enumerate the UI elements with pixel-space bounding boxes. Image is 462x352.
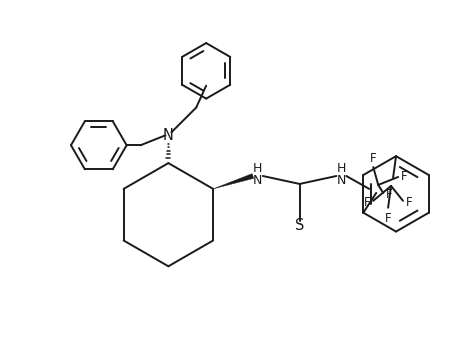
Text: F: F — [385, 212, 391, 225]
Text: F: F — [401, 170, 408, 183]
Text: F: F — [406, 196, 413, 209]
Text: S: S — [295, 218, 304, 233]
Text: N: N — [163, 128, 174, 143]
Text: H
N: H N — [253, 162, 262, 187]
Text: F: F — [370, 152, 377, 165]
Polygon shape — [213, 174, 254, 189]
Text: F: F — [386, 188, 393, 201]
Text: H
N: H N — [337, 162, 346, 187]
Text: F: F — [364, 196, 370, 209]
